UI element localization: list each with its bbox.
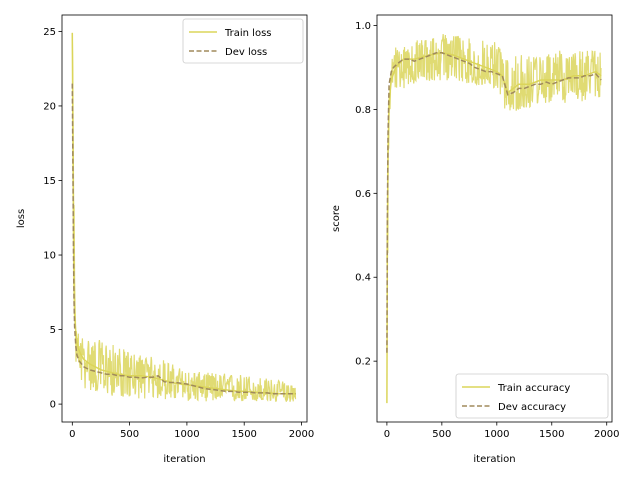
y-tick-label: 0.8 xyxy=(355,105,371,116)
y-tick-label: 10 xyxy=(43,251,56,262)
y-tick-label: 20 xyxy=(43,101,56,112)
series-1-line xyxy=(386,52,602,353)
y-axis-label: score xyxy=(331,205,342,232)
x-tick-label: 500 xyxy=(432,429,451,440)
score-chart: 0 500 1000 1500 2000 0.2 0.4 0.6 0.8 1.0 iteration… xyxy=(331,14,619,465)
x-tick-label: 1000 xyxy=(174,429,199,440)
loss-chart: 0 500 1000 1500 2000 0 5 10 15 20 25 iteration loss T… xyxy=(16,14,314,465)
legend-label-1: Dev accuracy xyxy=(498,402,566,413)
x-tick-label: 0 xyxy=(384,429,390,440)
y-tick-label: 0.2 xyxy=(355,357,371,368)
legend: Train accuracy Dev accuracy xyxy=(455,373,609,419)
x-tick-label: 1500 xyxy=(539,429,564,440)
series-0-line xyxy=(71,32,296,395)
y-tick-label: 1.0 xyxy=(355,21,371,32)
y-tick-label: 15 xyxy=(43,176,56,187)
axes-frame xyxy=(376,14,613,423)
series-0-line xyxy=(386,52,602,404)
plot-area xyxy=(386,34,602,404)
legend-box xyxy=(455,373,609,419)
y-tick-label: 0.6 xyxy=(355,189,371,200)
y-tick-label: 5 xyxy=(50,325,56,336)
legend-label-0: Train loss xyxy=(224,28,272,39)
axes-frame xyxy=(61,14,308,423)
x-tick-label: 1500 xyxy=(231,429,256,440)
x-tick-label: 2000 xyxy=(289,429,314,440)
series-1-line xyxy=(71,83,296,395)
x-tick-label: 500 xyxy=(120,429,139,440)
legend-label-0: Train accuracy xyxy=(497,383,570,394)
series-0-noise-line xyxy=(386,34,602,263)
x-tick-label: 1000 xyxy=(484,429,509,440)
x-axis-label: iteration xyxy=(473,454,515,465)
y-tick-label: 0 xyxy=(50,400,56,411)
legend-label-1: Dev loss xyxy=(225,47,267,58)
y-axis-label: loss xyxy=(16,209,27,228)
y-tick-label: 0.4 xyxy=(355,273,371,284)
x-axis-label: iteration xyxy=(163,454,205,465)
x-tick-label: 0 xyxy=(69,429,75,440)
y-tick-label: 25 xyxy=(43,27,56,38)
legend-box xyxy=(182,18,304,64)
plot-area xyxy=(71,32,297,402)
legend: Train loss Dev loss xyxy=(182,18,304,64)
x-tick-label: 2000 xyxy=(594,429,619,440)
